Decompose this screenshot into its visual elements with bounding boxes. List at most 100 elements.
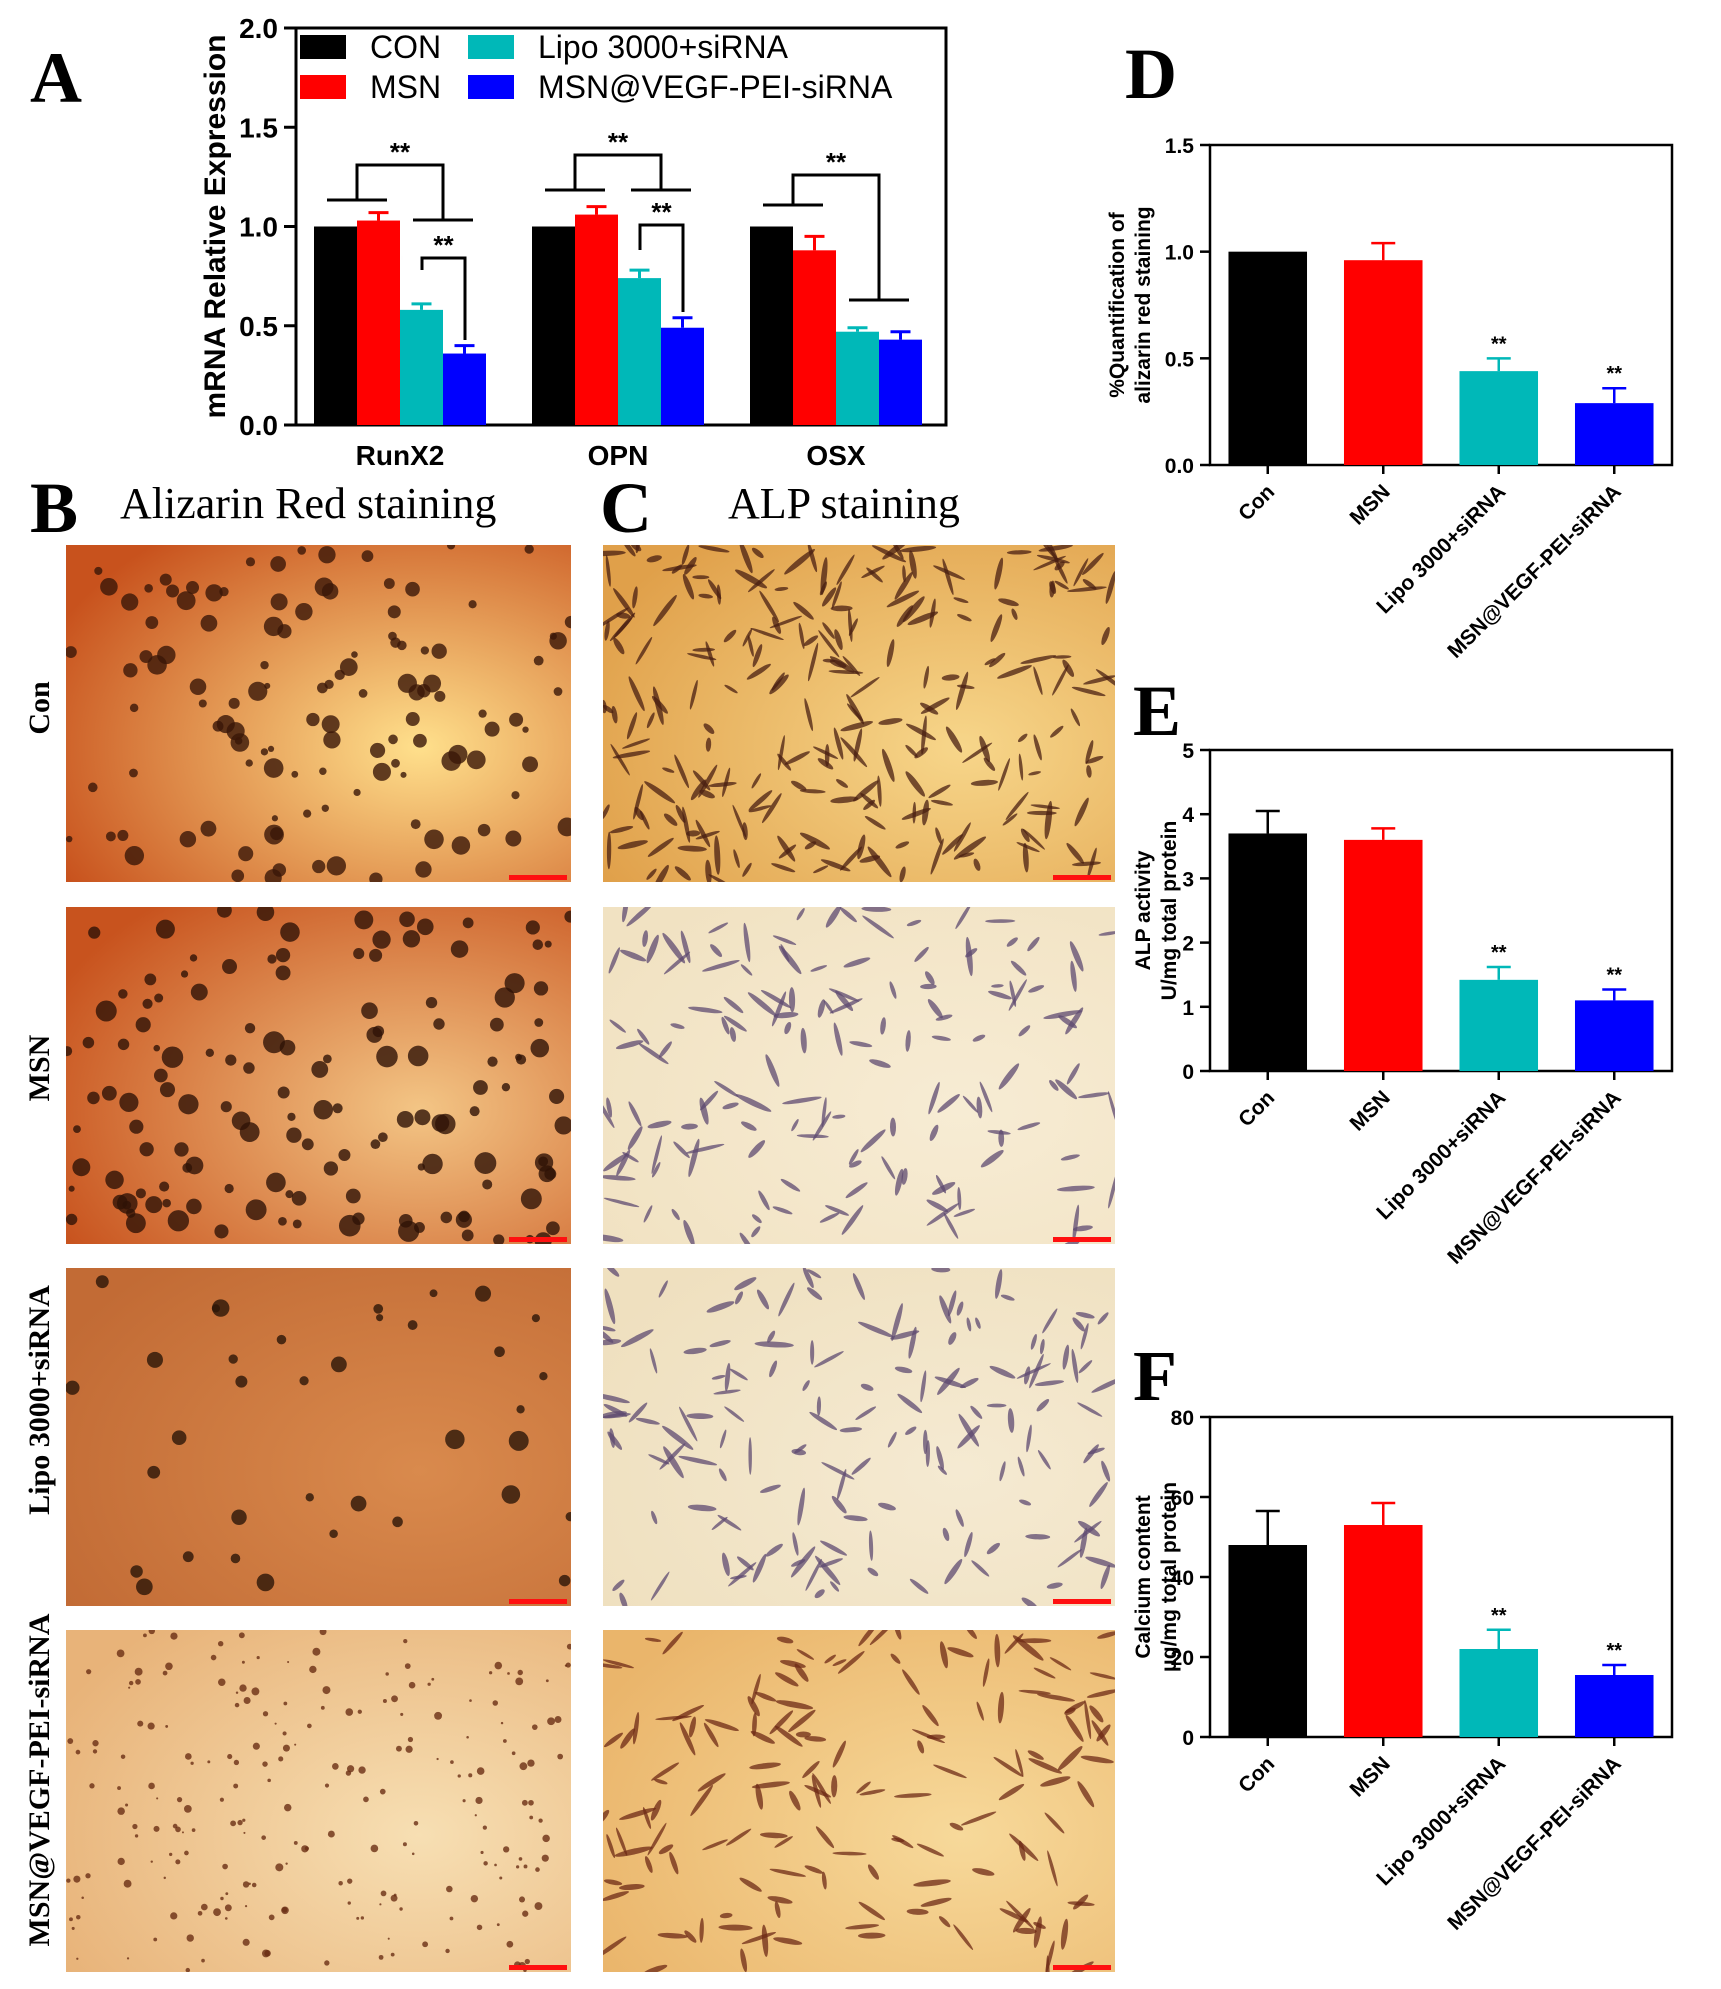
- cell-mark: [748, 1437, 752, 1475]
- panel-letter-e: E: [1133, 671, 1182, 751]
- nodule-mark: [457, 1774, 461, 1778]
- nodule-mark: [541, 1854, 549, 1862]
- bar-osx-0: [750, 226, 793, 425]
- nodule-mark: [400, 1712, 404, 1716]
- nodule-mark: [147, 655, 167, 675]
- y-tick-label: 1.5: [239, 112, 278, 143]
- cell-mark: [621, 1329, 654, 1348]
- micrograph-background: [66, 1630, 571, 1972]
- nodule-mark: [329, 1529, 338, 1539]
- cell-mark: [955, 907, 972, 930]
- nodule-mark: [137, 1720, 144, 1727]
- nodule-mark: [128, 1686, 131, 1689]
- cell-mark: [673, 1141, 690, 1159]
- cell-mark: [1033, 1916, 1042, 1948]
- cell-mark: [1073, 1225, 1093, 1232]
- nodule-mark: [146, 1351, 163, 1368]
- cell-mark: [860, 1383, 874, 1391]
- cell-mark: [839, 907, 857, 923]
- nodule-mark: [263, 1031, 285, 1054]
- cell-mark: [925, 971, 935, 985]
- cell-mark: [917, 1740, 925, 1754]
- nodule-mark: [117, 829, 129, 841]
- cell-mark: [1034, 1380, 1065, 1386]
- cell-mark: [663, 813, 678, 826]
- cell-mark: [953, 597, 969, 604]
- cell-mark: [674, 754, 690, 789]
- nodule-mark: [347, 1901, 351, 1905]
- y-tick-label: 20: [1171, 1647, 1194, 1670]
- cell-mark: [1006, 550, 1032, 555]
- cell-mark: [777, 735, 785, 771]
- cell-mark: [603, 1197, 640, 1208]
- cell-mark: [1037, 1449, 1051, 1470]
- cell-mark: [857, 1321, 894, 1338]
- cell-mark: [767, 1330, 776, 1343]
- cell-mark: [905, 744, 918, 758]
- cell-mark: [1010, 960, 1027, 976]
- nodule-mark: [92, 1749, 98, 1754]
- cell-mark: [962, 1095, 979, 1113]
- nodule-mark: [476, 1924, 483, 1931]
- cell-mark: [697, 1773, 726, 1792]
- cell-mark: [1018, 753, 1024, 781]
- cell-mark: [814, 1351, 844, 1368]
- cell-mark: [644, 1637, 662, 1642]
- nodule-mark: [506, 1940, 514, 1948]
- cell-mark: [683, 1347, 707, 1355]
- cell-mark: [706, 1301, 735, 1313]
- cell-mark: [618, 1884, 645, 1891]
- cell-mark: [760, 989, 791, 1009]
- nodule-mark: [73, 1875, 81, 1883]
- cell-mark: [1065, 1007, 1084, 1035]
- nodule-mark: [147, 1465, 161, 1479]
- cell-mark: [997, 665, 1032, 679]
- nodule-mark: [489, 1671, 493, 1675]
- cell-mark: [777, 835, 796, 862]
- nodule-mark: [239, 1684, 247, 1692]
- cell-mark: [1071, 686, 1106, 697]
- nodule-mark: [294, 1743, 297, 1746]
- cell-mark: [750, 1730, 775, 1744]
- nodule-mark: [318, 546, 336, 564]
- cell-mark: [894, 571, 913, 600]
- nodule-mark: [547, 1717, 556, 1726]
- cell-mark: [771, 863, 796, 873]
- nodule-mark: [165, 1725, 169, 1728]
- cell-mark: [804, 841, 817, 850]
- nodule-mark: [531, 1314, 540, 1323]
- cell-mark: [747, 992, 777, 1017]
- cell-mark: [778, 844, 797, 859]
- cell-mark: [1074, 797, 1089, 827]
- cell-mark: [982, 1658, 990, 1687]
- nodule-mark: [230, 733, 250, 752]
- nodule-mark: [511, 791, 520, 800]
- cell-mark: [1057, 1746, 1083, 1771]
- cell-mark: [899, 866, 906, 882]
- cell-mark: [688, 1138, 700, 1178]
- nodule-mark: [256, 1573, 275, 1592]
- nodule-mark: [144, 973, 157, 986]
- cell-mark: [772, 935, 797, 945]
- cell-mark: [976, 1096, 983, 1119]
- nodule-mark: [500, 1721, 504, 1725]
- cell-mark: [998, 1063, 1020, 1090]
- cell-mark: [814, 1555, 841, 1586]
- cell-mark: [622, 545, 636, 557]
- nodule-mark: [474, 1152, 497, 1175]
- cell-mark: [880, 1017, 886, 1035]
- nodule-mark: [66, 1046, 73, 1057]
- cell-mark: [622, 907, 629, 923]
- cell-mark: [984, 658, 996, 666]
- cell-mark: [650, 1571, 670, 1601]
- cell-mark: [1029, 1353, 1044, 1389]
- cell-mark: [784, 1021, 792, 1035]
- cell-mark: [817, 758, 834, 770]
- cell-mark: [908, 1326, 917, 1359]
- legend-label-3: MSN@VEGF-PEI-siRNA: [538, 69, 893, 105]
- cell-mark: [1107, 1091, 1115, 1129]
- nodule-mark: [186, 1934, 194, 1942]
- cell-mark: [937, 1094, 960, 1113]
- cell-mark: [1012, 1908, 1031, 1933]
- nodule-mark: [88, 782, 98, 793]
